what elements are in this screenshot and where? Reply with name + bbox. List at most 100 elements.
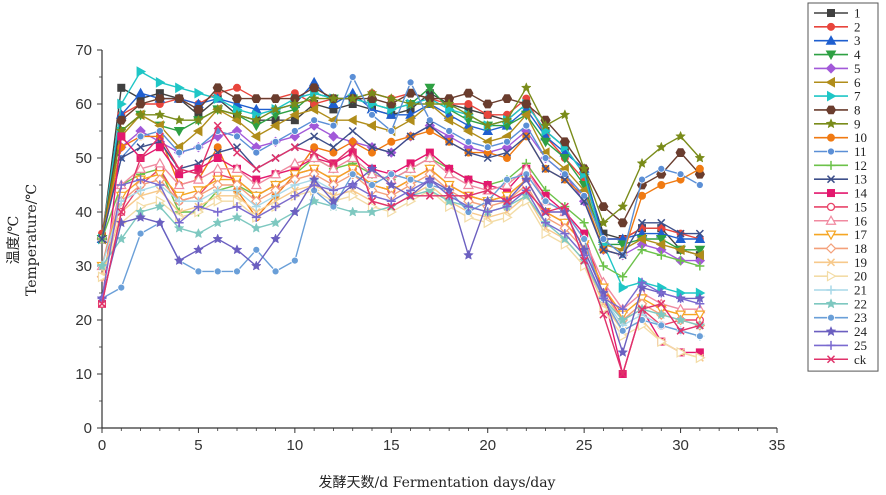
series-9 <box>96 82 706 244</box>
data-point <box>289 157 301 168</box>
legend-label: 20 <box>854 269 867 284</box>
data-point <box>695 352 706 364</box>
legend-label: 23 <box>854 310 867 325</box>
data-point <box>618 282 629 293</box>
data-point <box>520 82 532 93</box>
legend-item-6: 6 <box>814 75 861 90</box>
data-point <box>368 110 376 119</box>
data-point <box>503 137 511 146</box>
data-point <box>617 314 629 325</box>
series-line <box>101 189 701 359</box>
data-point <box>233 132 241 141</box>
data-point <box>213 195 224 207</box>
data-point <box>386 99 397 109</box>
data-point <box>559 109 571 120</box>
data-point <box>194 170 203 179</box>
data-point <box>154 157 166 168</box>
data-point <box>695 164 704 173</box>
data-point <box>135 163 147 173</box>
data-point <box>155 180 165 190</box>
data-point <box>599 310 608 319</box>
data-point <box>637 245 647 255</box>
legend-label: 8 <box>854 102 861 117</box>
data-point <box>637 277 647 287</box>
y-tick-label: 20 <box>75 312 92 329</box>
data-point <box>676 170 685 179</box>
data-point <box>636 281 648 293</box>
x-tick-label: 20 <box>479 437 496 454</box>
data-point <box>657 218 666 227</box>
data-point <box>250 114 262 125</box>
data-point <box>250 222 262 233</box>
data-point <box>483 110 492 119</box>
data-point <box>501 179 513 190</box>
x-tick-label: 10 <box>287 437 304 454</box>
series-line <box>101 184 701 359</box>
data-point <box>483 143 492 152</box>
series-line <box>101 189 701 327</box>
data-point <box>675 244 685 256</box>
data-point <box>695 321 704 330</box>
data-point <box>540 119 551 131</box>
series-layer <box>96 66 706 379</box>
data-point <box>154 109 166 120</box>
data-point <box>657 321 666 330</box>
data-point <box>580 256 589 265</box>
data-point <box>425 191 434 200</box>
series-line <box>101 124 700 256</box>
data-point <box>289 206 301 217</box>
data-point <box>482 195 494 206</box>
chart-axes: 0 5 10 15 20 25 30 35 0 10 20 30 40 50 60 70 <box>75 42 785 454</box>
data-point <box>443 98 455 109</box>
y-tick-label: 40 <box>75 204 92 221</box>
data-point <box>366 168 378 179</box>
legend-item-16: 16 <box>814 213 868 228</box>
data-point <box>348 137 357 146</box>
data-point <box>231 163 243 173</box>
legend-label: 1 <box>854 6 861 21</box>
legend: 1234567891011121314151617181920212223242… <box>807 2 879 372</box>
data-point <box>502 197 512 206</box>
data-point <box>541 218 551 228</box>
data-point <box>250 179 262 190</box>
data-point <box>212 233 224 244</box>
data-point <box>232 148 242 157</box>
data-point <box>289 98 301 109</box>
data-point <box>695 332 704 341</box>
data-point <box>366 206 378 217</box>
data-point <box>560 229 570 239</box>
data-point <box>136 143 145 152</box>
data-point <box>251 202 261 212</box>
legend-label: 18 <box>854 241 867 256</box>
data-point <box>329 143 338 152</box>
data-point <box>310 143 319 152</box>
data-point <box>136 229 145 238</box>
data-point <box>173 222 185 233</box>
data-point <box>270 103 281 114</box>
data-point <box>387 148 396 157</box>
data-point <box>175 82 185 94</box>
data-point <box>521 99 532 109</box>
data-point <box>599 245 608 254</box>
legend-label: 9 <box>854 116 861 131</box>
data-point <box>445 137 454 146</box>
x-axis-title: 发酵天数/d Fermentation days/day <box>319 475 556 491</box>
data-point <box>618 326 627 335</box>
series-line <box>101 124 701 375</box>
data-point <box>155 127 164 135</box>
legend-item-7: 7 <box>814 89 861 104</box>
data-point <box>675 148 686 157</box>
data-point <box>154 217 166 228</box>
data-point <box>212 163 224 173</box>
series-line <box>101 103 701 256</box>
data-point <box>636 233 646 245</box>
data-point <box>483 186 492 195</box>
data-point <box>328 92 339 104</box>
data-point <box>579 250 589 260</box>
data-point <box>232 185 242 195</box>
legend-label: 15 <box>854 199 867 214</box>
data-point <box>424 98 436 109</box>
data-point <box>385 92 397 104</box>
data-point <box>598 217 609 228</box>
legend-label: 4 <box>854 47 861 62</box>
